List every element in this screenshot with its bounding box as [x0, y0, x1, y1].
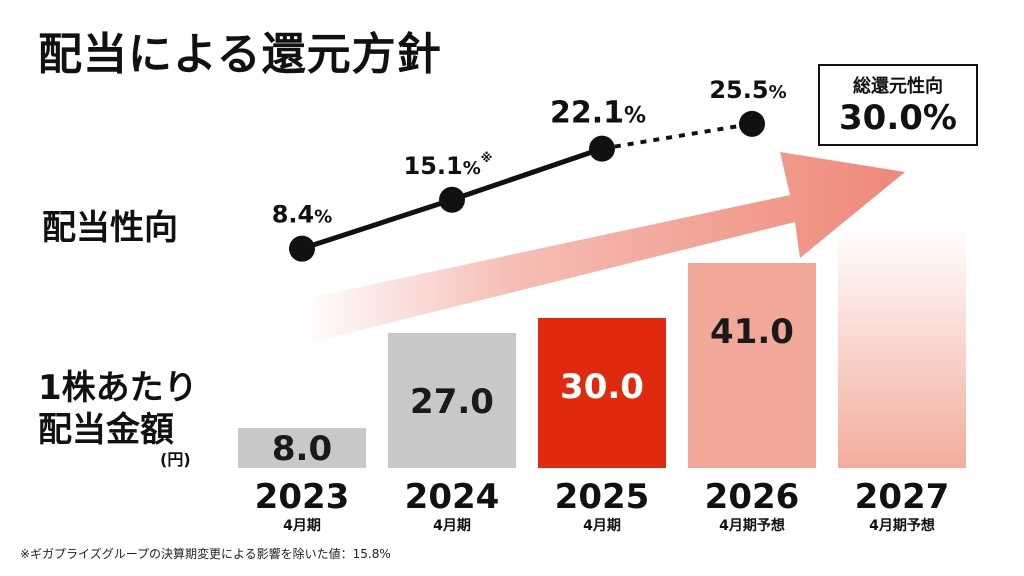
period-label-2026: 4月期予想: [719, 517, 785, 534]
bar-2023: [238, 428, 366, 468]
footnote: ※ギガプライズグループの決算期変更による影響を除いた値：15.8%: [20, 547, 391, 561]
page-title: 配当による還元方針: [38, 29, 442, 80]
payout-line-segment-2023-2024: [301, 197, 453, 252]
bar-value-label-2026: 41.0: [710, 312, 794, 352]
period-label-2027: 4月期予想: [869, 517, 935, 534]
payout-ratio-label: 配当性向: [42, 208, 178, 248]
bar-value-label-2025: 30.0: [560, 367, 644, 407]
payout-label-2025: 22.1%: [550, 96, 646, 131]
payout-label-2023: 8.4%: [272, 201, 333, 229]
bar-value-label-2024: 27.0: [410, 382, 494, 422]
dividend-unit-label: (円): [160, 450, 191, 469]
year-label-2025: 2025: [555, 477, 650, 517]
year-label-2026: 2026: [705, 477, 800, 517]
payout-label-2026: 25.5%: [709, 76, 786, 104]
period-label-2024: 4月期: [433, 518, 471, 534]
year-label-2027: 2027: [855, 477, 950, 517]
payout-point-2025: [589, 135, 615, 162]
period-label-2023: 4月期: [283, 518, 321, 534]
bar-2025: [538, 318, 666, 468]
bar-2027: [838, 224, 966, 468]
dividend-per-share-label-line1: 1株あたり: [38, 368, 198, 408]
year-label-2024: 2024: [405, 477, 500, 517]
growth-arrow: [300, 152, 905, 345]
dividend-per-share-label-line2: 配当金額: [38, 410, 174, 450]
bar-2024: [388, 333, 516, 468]
total-return-target-box: 総還元性向 30.0%: [818, 64, 978, 146]
payout-point-2023: [289, 235, 315, 262]
year-label-2023: 2023: [255, 477, 350, 517]
payout-line-segment-2024-2025: [451, 146, 603, 203]
bar-2026: [688, 263, 816, 468]
bar-value-label-2023: 8.0: [272, 429, 332, 469]
total-return-value: 30.0%: [839, 98, 957, 138]
total-return-label: 総還元性向: [853, 76, 943, 97]
period-label-2025: 4月期: [583, 518, 621, 534]
payout-point-2024: [439, 186, 465, 213]
payout-label-2024: 15.1%※: [404, 151, 493, 180]
payout-point-2026: [739, 110, 765, 137]
